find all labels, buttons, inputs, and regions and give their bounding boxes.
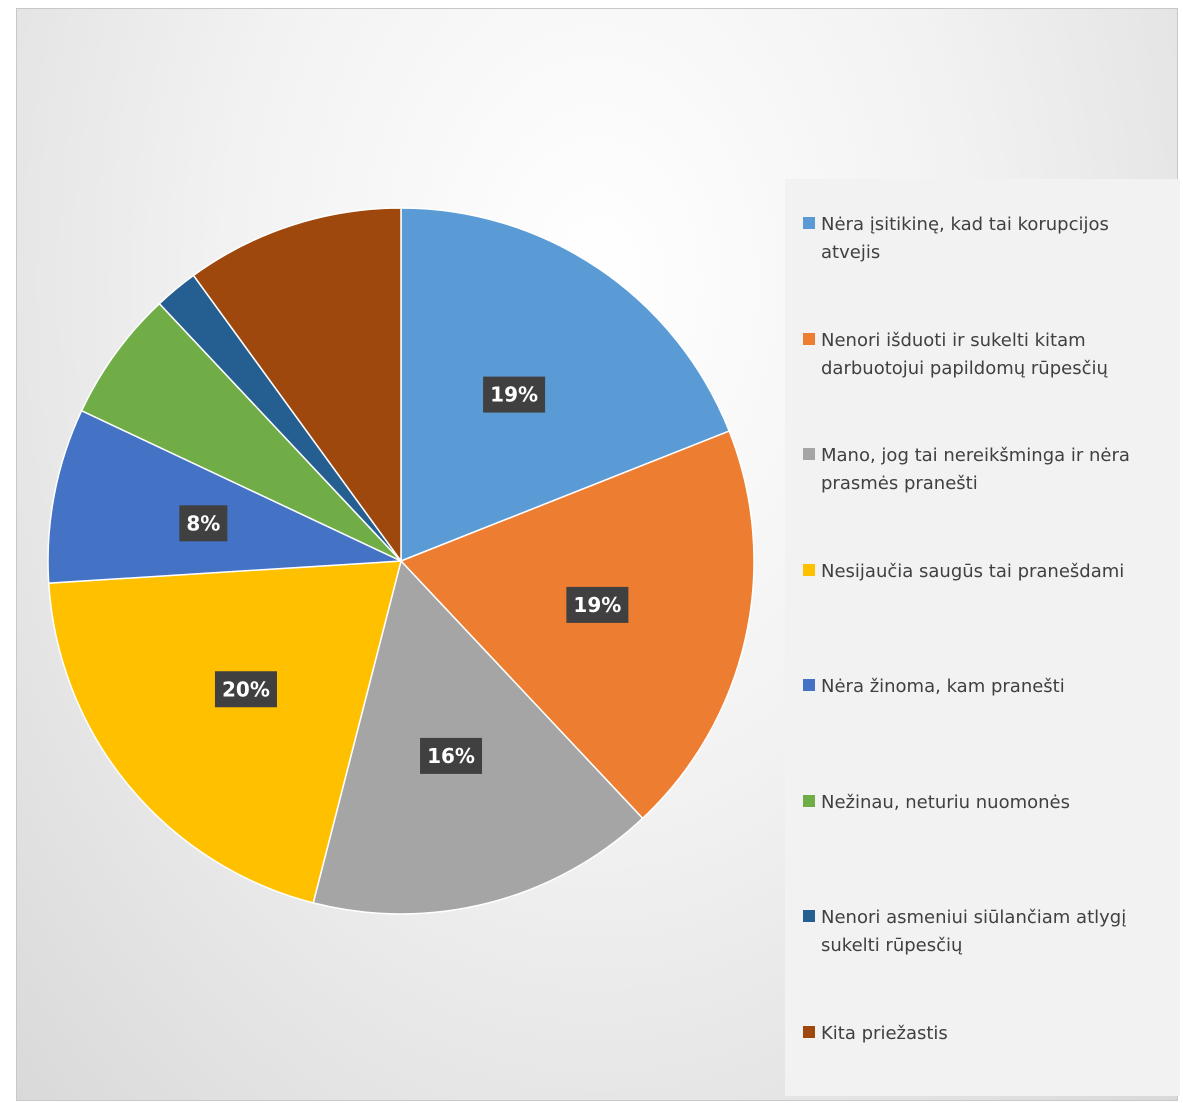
data-label-2: 16% [427,744,475,768]
legend-item: Nėra žinoma, kam pranešti [803,673,1163,701]
legend-swatch [803,332,815,345]
legend-swatch [803,794,815,807]
legend-swatch [803,910,815,922]
legend-swatch [803,217,815,229]
legend-swatch [803,1025,815,1038]
pie-slice-0 [400,207,731,563]
pie-slice-2 [312,559,644,915]
legend-item: Mano, jog tai nereikšminga ir nėra prasm… [803,442,1163,498]
legend-label: Nenori asmeniui siūlančiam atlygį sukelt… [821,907,1127,956]
legend-item: Nenori išduoti ir sukelti kitam darbuoto… [803,327,1163,383]
pie-slice-4 [47,409,402,584]
legend-label: Nežinau, neturiu nuomonės [821,791,1070,813]
legend-label: Nenori išduoti ir sukelti kitam darbuoto… [821,329,1108,379]
data-label-box-0 [483,376,546,413]
legend-swatch [803,679,815,691]
pie-chart: 19% 19% 16% 20% 8% [47,207,755,915]
legend-swatch [803,448,815,460]
data-label-4: 8% [186,511,220,535]
chart-area: 19% 19% 16% 20% 8% Nėra įsitikinę, kad tai k… [16,8,1180,1101]
pie-slice-3 [47,560,402,904]
data-label-3: 20% [222,677,270,701]
legend-item: Nesijaučia saugūs tai pranešdami [803,558,1163,586]
legend-label: Nėra įsitikinę, kad tai korupcijos atvej… [821,214,1109,263]
data-label-box-3 [214,671,277,708]
legend-item: Kita priežastis [803,1020,1163,1048]
legend-item: Nėra įsitikinę, kad tai korupcijos atvej… [803,211,1163,267]
pie-slice-7 [192,207,402,564]
legend: Nėra įsitikinę, kad tai korupcijos atvej… [785,179,1180,1096]
legend-label: Mano, jog tai nereikšminga ir nėra prasm… [821,445,1130,494]
data-label-0: 19% [490,383,538,407]
data-label-1: 19% [573,593,621,617]
pie-slice-5 [80,302,402,562]
data-label-box-4 [179,505,228,542]
legend-item: Nenori asmeniui siūlančiam atlygį sukelt… [803,904,1163,960]
legend-item: Nežinau, neturiu nuomonės [803,789,1163,817]
legend-label: Nesijaučia saugūs tai pranešdami [821,560,1125,582]
data-label-box-2 [420,737,483,774]
legend-label: Nėra žinoma, kam pranešti [821,676,1065,697]
data-label-box-1 [566,586,629,623]
legend-label: Kita priežastis [821,1022,948,1044]
pie-slice-1 [399,430,755,820]
legend-swatch [803,563,815,576]
